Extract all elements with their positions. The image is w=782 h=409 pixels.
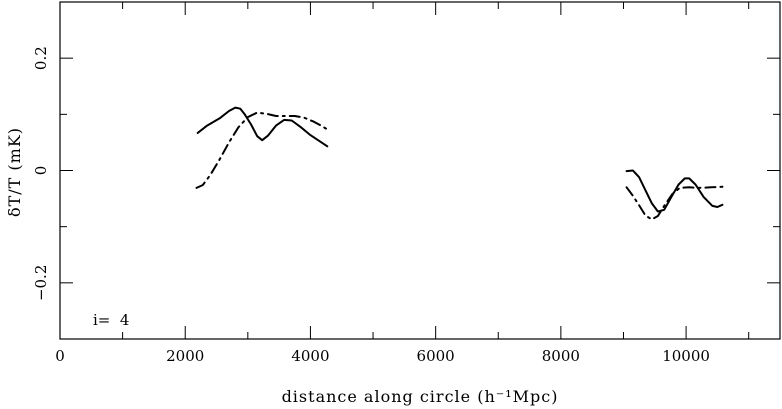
x-axis-ticks: 0 2000 4000 6000 8000 10000 (55, 2, 750, 365)
x-tick-label: 8000 (542, 347, 580, 365)
index-annotation: i= 4 (93, 311, 129, 329)
x-tick-label: 0 (55, 347, 65, 365)
x-tick-label: 6000 (417, 347, 455, 365)
y-axis-ticks: −0.2 0 0.2 (32, 46, 780, 301)
y-tick-label: 0 (32, 166, 50, 176)
dashdot-series-line (625, 185, 724, 221)
dashdot-series-line (195, 111, 329, 189)
series-layer (195, 106, 724, 221)
solid-series-line (625, 169, 724, 213)
x-tick-label: 10000 (662, 347, 710, 365)
x-axis-label: distance along circle (h⁻¹Mpc) (282, 387, 559, 406)
plot-frame (59, 1, 781, 340)
y-axis-label: δT/T (mK) (5, 127, 24, 217)
y-tick-label: 0.2 (32, 46, 50, 70)
x-tick-label: 2000 (166, 347, 204, 365)
solid-series-line (196, 106, 329, 148)
y-tick-label: −0.2 (32, 265, 50, 301)
x-tick-label: 4000 (291, 347, 329, 365)
